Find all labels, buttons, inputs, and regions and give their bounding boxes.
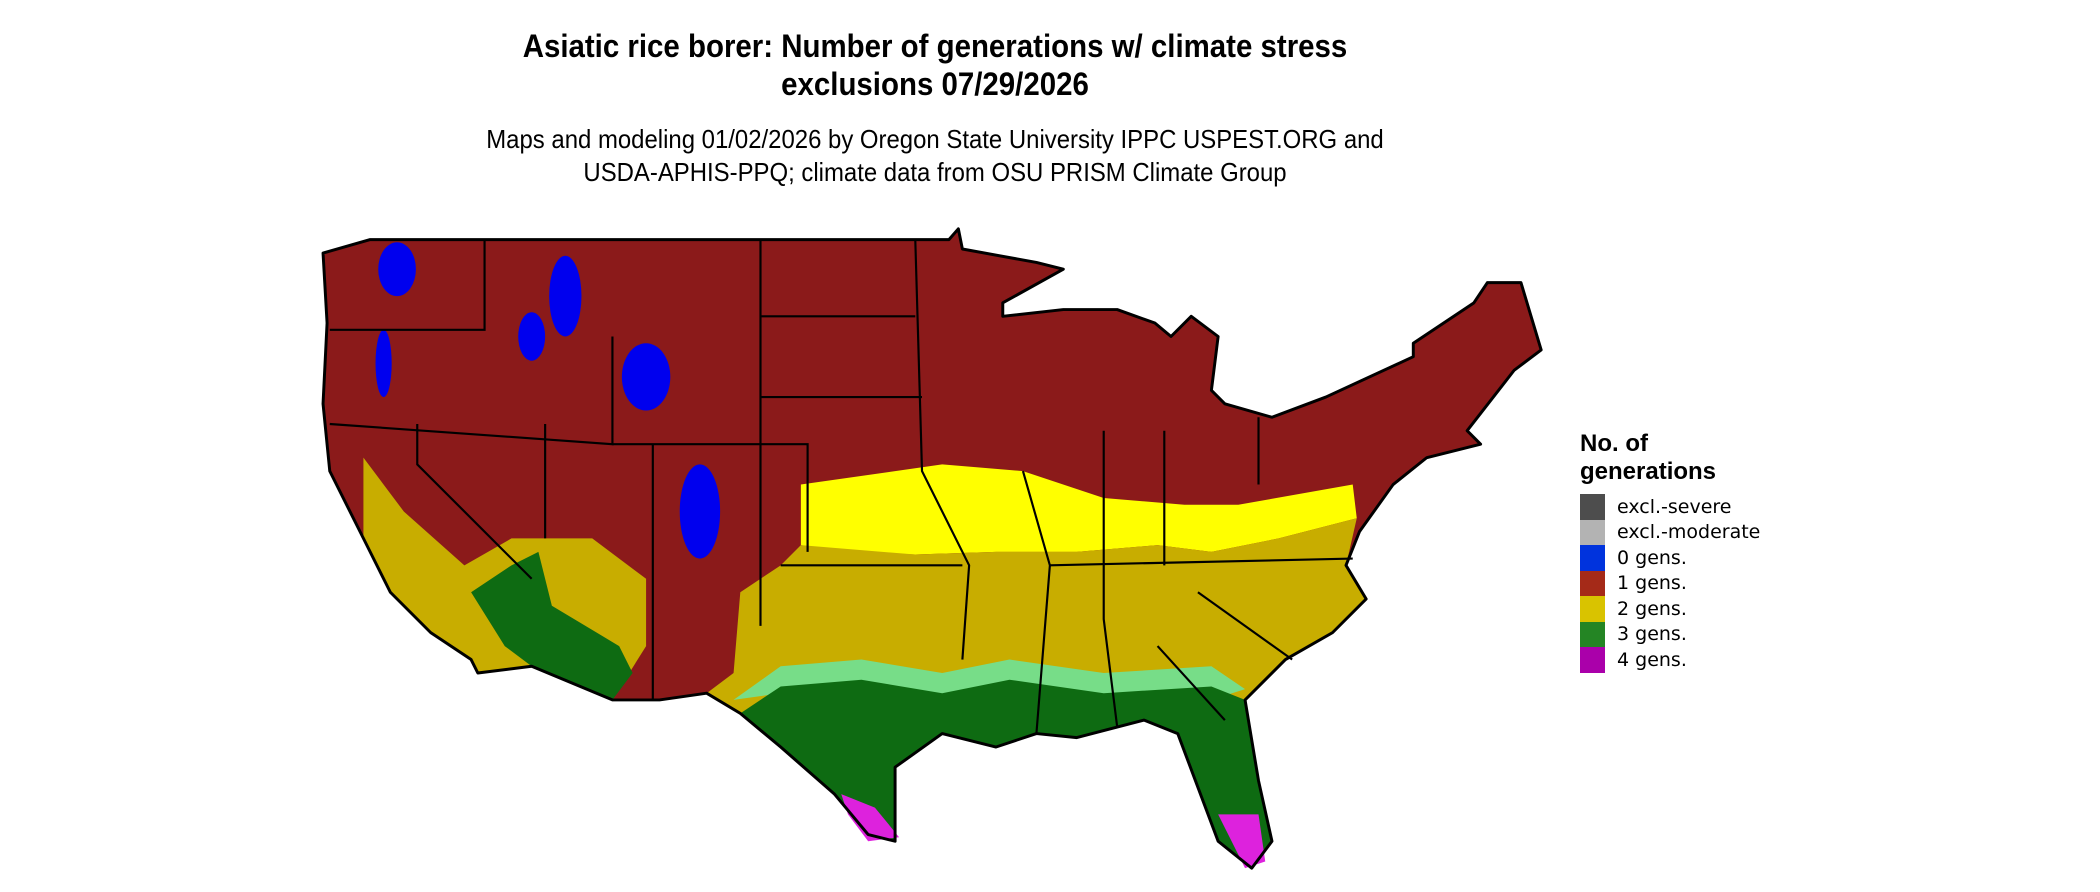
legend-swatch — [1580, 494, 1605, 520]
region-2-gen-north — [800, 464, 1357, 555]
legend-item: 0 gens. — [1580, 545, 1760, 571]
map-title-line2: exclusions 07/29/2026 — [781, 66, 1089, 102]
legend-item: 4 gens. — [1580, 647, 1760, 673]
legend-swatch — [1580, 621, 1605, 647]
map-subtitle-line1: Maps and modeling 01/02/2026 by Oregon S… — [486, 124, 1384, 154]
legend-swatch — [1580, 596, 1605, 622]
legend-item: 1 gens. — [1580, 570, 1760, 596]
legend-label: excl.-severe — [1617, 495, 1732, 518]
region-3-gen-light — [733, 659, 1246, 700]
legend-swatch — [1580, 519, 1605, 545]
map-subtitle-line2: USDA-APHIS-PPQ; climate data from OSU PR… — [583, 157, 1287, 187]
legend-item: excl.-moderate — [1580, 519, 1761, 545]
legend-swatch — [1580, 647, 1605, 673]
legend-label: 3 gens. — [1617, 623, 1687, 646]
region-4-gen-florida — [1218, 814, 1266, 869]
legend-label: 2 gens. — [1617, 597, 1687, 620]
legend: No. of generations excl.-severe excl.-mod… — [1580, 430, 1760, 673]
legend-swatch — [1580, 545, 1605, 571]
legend-title: No. of generations — [1580, 430, 1717, 485]
map-title-line1: Asiatic rice borer: Number of generation… — [522, 28, 1348, 64]
region-3-gen-arizona — [471, 551, 633, 700]
region-4-gen-texas — [841, 794, 900, 842]
legend-label: excl.-moderate — [1617, 521, 1761, 544]
legend-label: 4 gens. — [1617, 648, 1687, 671]
legend-swatch — [1580, 570, 1605, 596]
legend-item: 3 gens. — [1580, 621, 1760, 647]
legend-item: 2 gens. — [1580, 596, 1760, 622]
state-borders — [329, 239, 1353, 734]
legend-item: excl.-severe — [1580, 494, 1760, 520]
region-0-gen-mountains — [375, 242, 721, 559]
us-outline — [321, 227, 1543, 870]
legend-label: 1 gens. — [1617, 572, 1687, 595]
legend-label: 0 gens. — [1617, 546, 1687, 569]
